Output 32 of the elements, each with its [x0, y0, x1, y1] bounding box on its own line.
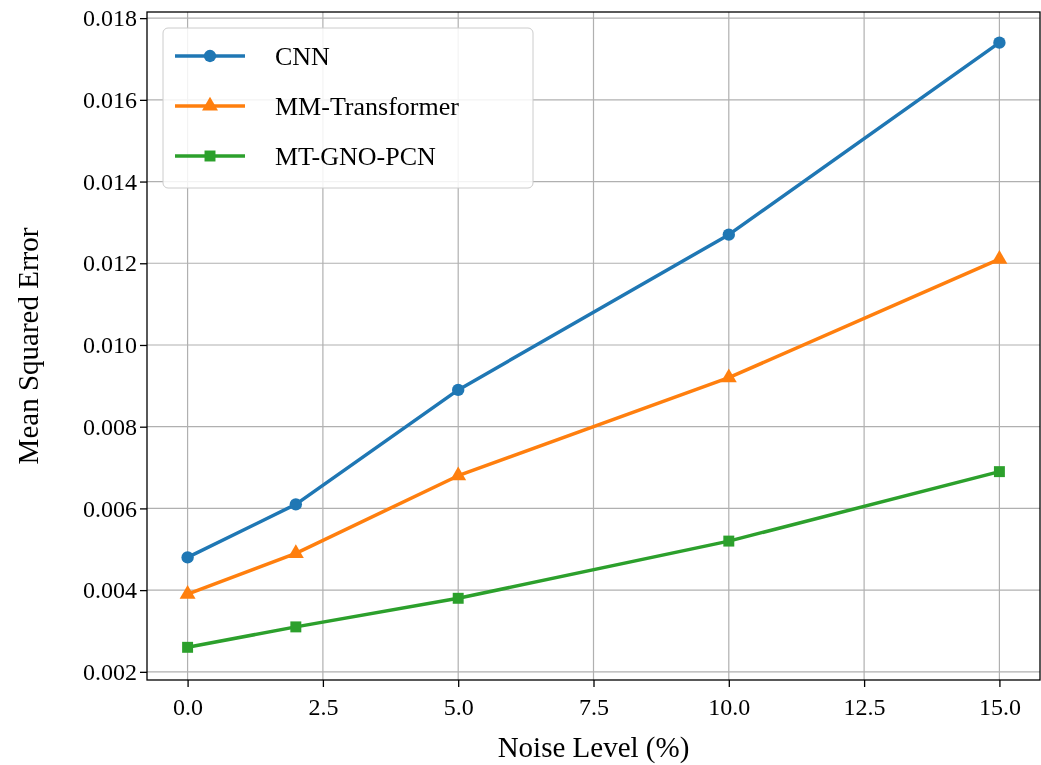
- point: [723, 535, 735, 547]
- x-tick-label: 10.0: [708, 694, 751, 721]
- x-tick-label: 0.0: [173, 694, 204, 721]
- y-tick-label: 0.002: [83, 659, 137, 686]
- point: [993, 466, 1005, 478]
- y-tick-label: 0.004: [83, 577, 137, 604]
- point: [720, 368, 737, 383]
- point: [452, 592, 464, 604]
- x-tick-label: 15.0: [978, 694, 1021, 721]
- y-tick-label: 0.006: [83, 495, 137, 522]
- y-tick-label: 0.012: [83, 250, 137, 277]
- x-tick-label: 5.0: [443, 694, 474, 721]
- point: [181, 551, 194, 564]
- x-tick-label: 12.5: [843, 694, 886, 721]
- x-axis-title: Noise Level (%): [497, 731, 690, 764]
- point: [182, 641, 194, 653]
- y-tick-label: 0.014: [83, 168, 137, 195]
- y-tick-label: 0.010: [83, 332, 137, 359]
- point: [289, 498, 303, 511]
- legend-label: MM-Transformer: [275, 92, 460, 121]
- legend-label: CNN: [275, 42, 331, 71]
- y-tick-label: 0.018: [83, 5, 137, 32]
- legend-label: MT-GNO-PCN: [275, 142, 437, 171]
- y-tick-label: 0.008: [83, 413, 137, 440]
- y-axis-title: Mean Squared Error: [12, 227, 44, 465]
- point: [452, 383, 465, 397]
- y-tick-label: 0.016: [83, 87, 137, 114]
- point: [722, 228, 735, 241]
- point: [993, 36, 1006, 49]
- x-tick-label: 2.5: [308, 694, 339, 721]
- point: [290, 621, 302, 633]
- x-tick-label: 7.5: [579, 694, 609, 721]
